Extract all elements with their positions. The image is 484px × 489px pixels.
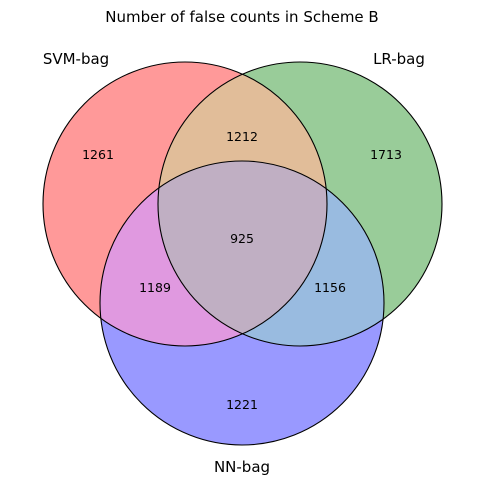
count-c-only: 1221 [226, 397, 258, 412]
set-b-label: LR-bag [373, 50, 425, 68]
count-b-only: 1713 [370, 147, 402, 162]
count-ac: 1189 [139, 280, 171, 295]
count-abc: 925 [230, 231, 254, 246]
set-a-outline [42, 61, 328, 347]
chart-title: Number of false counts in Scheme B [105, 8, 378, 26]
count-a-only: 1261 [82, 147, 114, 162]
set-abc-region [158, 161, 327, 346]
set-b-outline [157, 61, 443, 347]
set-c-label: NN-bag [214, 458, 270, 476]
count-bc: 1156 [314, 280, 346, 295]
count-ab: 1212 [226, 129, 258, 144]
set-a-label: SVM-bag [43, 50, 109, 68]
set-c-outline [99, 160, 385, 446]
